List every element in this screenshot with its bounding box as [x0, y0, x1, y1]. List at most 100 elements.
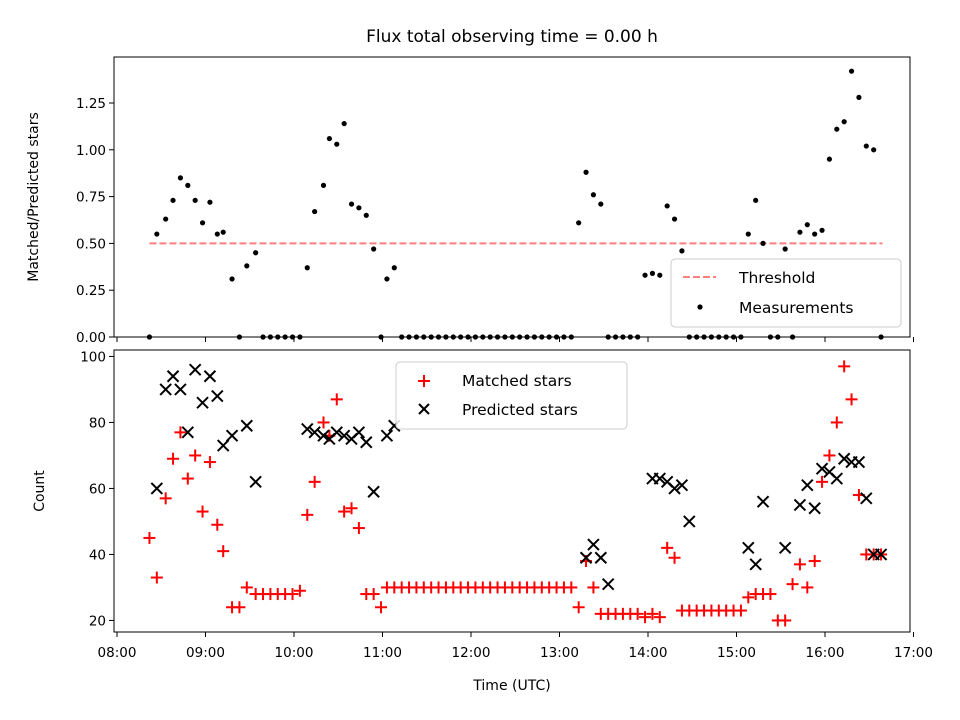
ratio-plot-frame	[113, 56, 911, 338]
matched-star-point	[352, 522, 365, 535]
matched-star-point	[823, 449, 836, 462]
x-tick-label: 16:00	[806, 645, 845, 661]
measurement-point	[177, 175, 184, 181]
matched-star-point	[808, 555, 821, 568]
matched-star-point	[211, 518, 224, 531]
count-legend: Matched stars Predicted stars	[395, 361, 628, 430]
matched-star-point	[816, 475, 829, 488]
measurement-point	[664, 203, 670, 209]
measurement-point	[207, 199, 213, 205]
predicted-star-point	[317, 429, 330, 442]
predicted-star-point	[188, 363, 202, 376]
predicted-star-point	[249, 475, 262, 489]
measurement-point	[391, 265, 397, 271]
matched-star-point	[181, 472, 194, 485]
matched-star-point	[203, 456, 216, 469]
matched-star-point	[801, 581, 814, 594]
count-legend-box	[395, 361, 628, 430]
matched-star-point	[661, 541, 674, 554]
predicted-star-point	[778, 541, 792, 555]
predicted-star-point	[166, 370, 180, 383]
predicted-star-point	[579, 551, 593, 564]
x-tick-label: 09:00	[186, 645, 225, 661]
matched-star-point	[764, 588, 777, 601]
predicted-star-point	[601, 577, 615, 591]
predicted-star-point	[181, 426, 195, 439]
x-tick-label: 08:00	[98, 645, 137, 661]
predicted-star-point	[742, 541, 755, 555]
predicted-star-point	[360, 436, 373, 449]
count-y-tick-label: 80	[89, 415, 106, 431]
measurement-point	[679, 248, 685, 254]
predicted-star-point	[380, 429, 394, 442]
predicted-star-point	[330, 426, 343, 439]
measurement-point	[244, 263, 250, 269]
threshold-legend-label: Threshold	[738, 269, 815, 287]
measurement-point	[871, 147, 877, 153]
matched-star-point	[317, 416, 330, 429]
measurement-point	[192, 197, 198, 203]
ratio-y-tick-label: 1.00	[76, 143, 106, 159]
matched-star-point	[845, 393, 858, 406]
predicted-star-point	[668, 482, 681, 495]
predicted-legend-label: Predicted stars	[462, 401, 578, 419]
predicted-star-point	[308, 426, 321, 439]
predicted-star-point	[808, 502, 821, 515]
matched-star-point	[345, 502, 358, 515]
x-tick-label: 11:00	[363, 645, 402, 661]
matched-star-point	[240, 581, 253, 594]
measurements-legend-label: Measurements	[739, 299, 854, 317]
measurement-point	[863, 143, 869, 149]
matched-star-point	[174, 426, 187, 439]
predicted-star-point	[653, 472, 667, 485]
x-tick-label: 17:00	[894, 645, 933, 661]
predicted-star-point	[683, 515, 696, 528]
measurement-point	[320, 182, 327, 188]
measurement-point	[170, 197, 176, 203]
measurement-point	[745, 231, 751, 237]
matched-star-point	[631, 607, 644, 620]
measurement-point	[363, 212, 369, 218]
predicted-star-point	[367, 485, 380, 498]
measurement-point	[214, 231, 220, 237]
measurement-point	[384, 276, 390, 282]
measurement-point	[312, 208, 318, 215]
predicted-star-point	[756, 495, 770, 508]
x-tick-label: 13:00	[540, 645, 579, 661]
count-y-tick-label: 40	[89, 547, 106, 563]
ratio-y-tick-label: 0.50	[76, 236, 106, 252]
matched-star-point	[233, 601, 246, 614]
measurement-point	[826, 156, 833, 162]
measurement-point	[356, 205, 362, 211]
predicted-star-point	[815, 462, 829, 475]
predicted-star-point	[211, 389, 224, 403]
predicted-star-point	[216, 439, 230, 452]
chart-title: Flux total observing time = 0.00 h	[366, 27, 658, 47]
measurement-point	[304, 265, 310, 271]
matched-star-point	[301, 508, 314, 521]
matched-star-point	[572, 601, 585, 614]
matched-star-point	[565, 581, 578, 594]
matched-legend-label: Matched stars	[462, 372, 572, 390]
measurement-point	[590, 192, 597, 198]
matched-star-point	[150, 571, 163, 584]
measurement-point	[812, 231, 818, 237]
matched-star-point	[786, 578, 799, 591]
measurement-point	[341, 120, 347, 127]
matched-star-point	[167, 452, 180, 465]
matched-star-point	[639, 611, 652, 624]
measurement-point	[848, 68, 855, 74]
matched-star-point	[293, 584, 306, 597]
x-tick-label: 15:00	[717, 645, 756, 661]
ratio-y-tick-label: 0.25	[76, 283, 106, 299]
predicted-star-point	[225, 429, 239, 442]
matched-star-point	[587, 581, 600, 594]
predicted-star-point	[159, 383, 172, 396]
matched-star-point	[742, 591, 755, 604]
matched-star-point	[143, 531, 156, 544]
matched-star-point	[330, 393, 343, 406]
ratio-legend-box	[670, 258, 902, 328]
predicted-star-point	[860, 492, 873, 505]
predicted-star-point	[594, 551, 608, 564]
matched-star-point	[375, 601, 388, 614]
